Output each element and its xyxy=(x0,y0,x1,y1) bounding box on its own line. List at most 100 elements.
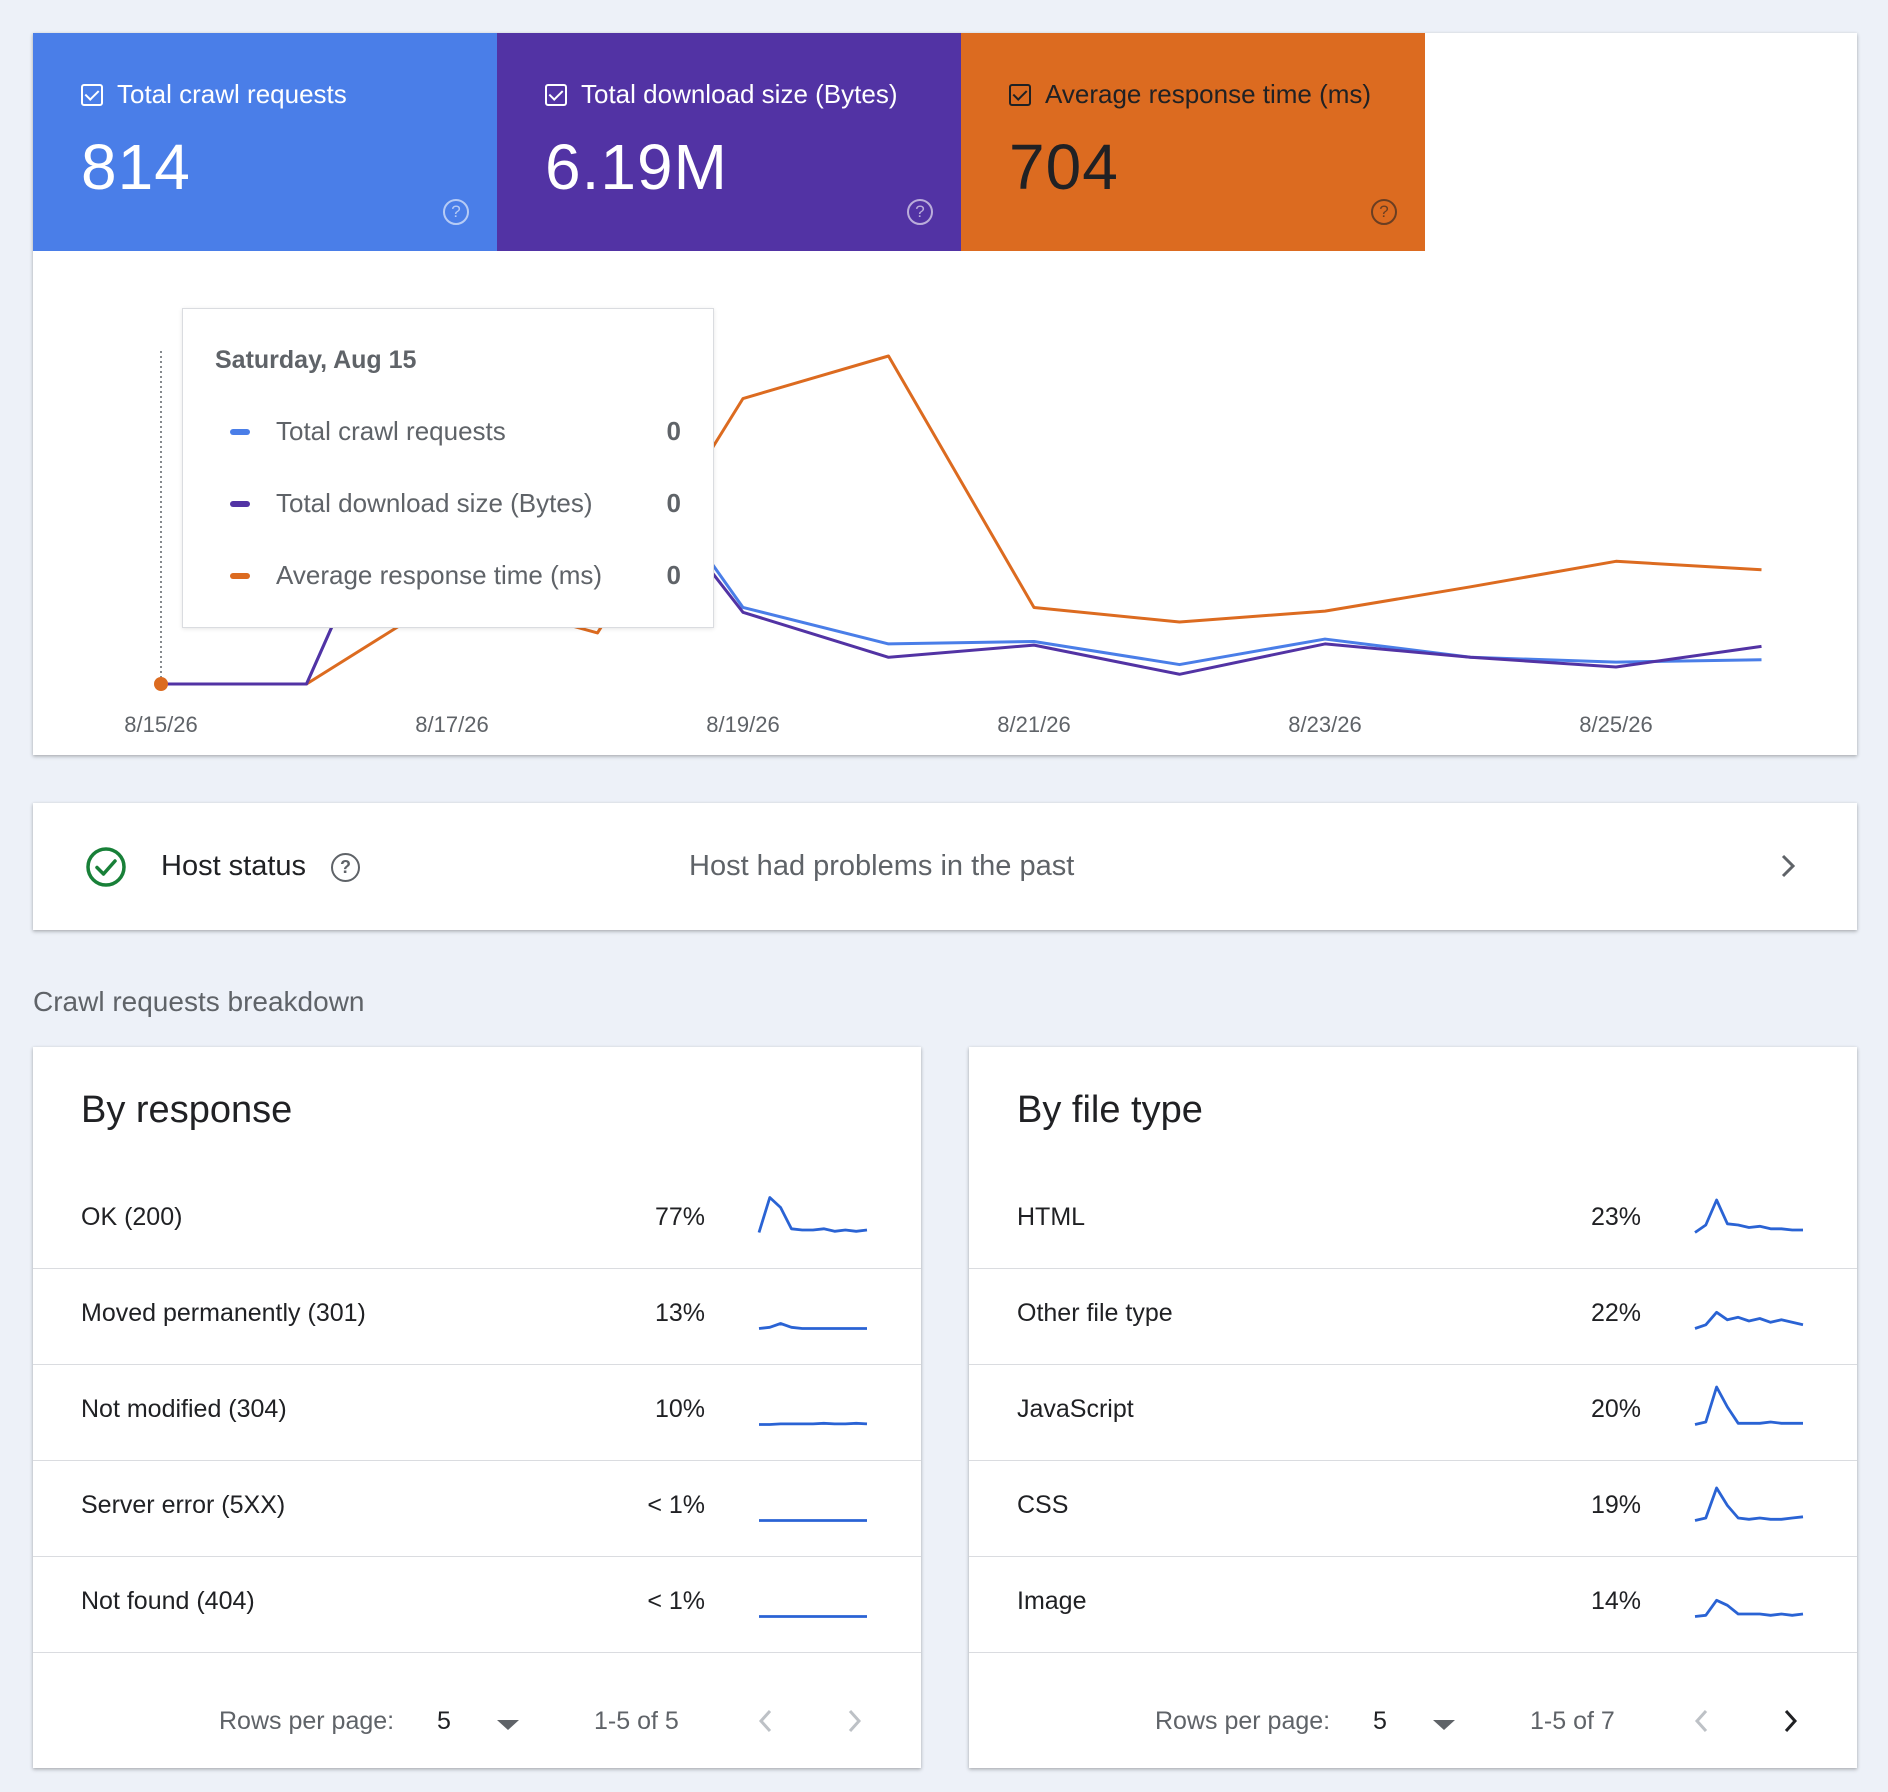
rows-per-page-label: Rows per page: xyxy=(1155,1707,1331,1735)
metric-tile-response-time[interactable]: Average response time (ms) 704 ? xyxy=(961,33,1425,251)
metric-label: Average response time (ms) xyxy=(1045,79,1372,109)
pagination: Rows per page: 5 1-5 of 7 xyxy=(969,1671,1857,1767)
x-tick-label: 8/15/26 xyxy=(124,712,197,737)
sparkline-path xyxy=(1694,1198,1803,1234)
table-row[interactable]: Image 14% xyxy=(969,1557,1857,1653)
chevron-right-icon[interactable] xyxy=(841,1707,867,1735)
dropdown-arrow-icon[interactable] xyxy=(1432,1718,1456,1732)
tooltip-label: Average response time (ms) xyxy=(276,560,603,590)
crawl-stats-card: Total crawl requests 814 ? Total downloa… xyxy=(33,33,1857,755)
pagination: Rows per page: 5 1-5 of 5 xyxy=(33,1671,921,1767)
tooltip-label: Total download size (Bytes) xyxy=(276,488,593,518)
by-file-type-card: By file type HTML 23% Other file type 22… xyxy=(969,1047,1857,1768)
tooltip-row-crawl: Total crawl requests 0 xyxy=(230,416,681,447)
chevron-left-icon[interactable] xyxy=(753,1707,779,1735)
tooltip-label: Total crawl requests xyxy=(276,416,506,446)
row-percent: < 1% xyxy=(647,1587,705,1615)
row-percent: 20% xyxy=(1590,1395,1641,1423)
table-row[interactable]: Other file type 22% xyxy=(969,1269,1857,1365)
by-response-card: By response OK (200) 77% Moved permanent… xyxy=(33,1047,921,1768)
row-percent: 13% xyxy=(654,1299,705,1327)
x-tick-label: 8/23/26 xyxy=(1288,712,1361,737)
checkbox-checked-icon[interactable] xyxy=(81,83,103,106)
row-label: HTML xyxy=(1017,1203,1086,1231)
chart-tooltip: Saturday, Aug 15 Total crawl requests 0 … xyxy=(182,308,714,628)
host-status-label: Host status xyxy=(161,850,307,882)
sparkline-path xyxy=(757,1196,868,1233)
x-tick-label: 8/19/26 xyxy=(706,712,779,737)
row-label: Not modified (304) xyxy=(81,1395,287,1423)
sparkline-path xyxy=(1694,1598,1804,1618)
x-tick-label: 8/25/26 xyxy=(1579,712,1652,737)
selected-point xyxy=(154,677,168,691)
table-row[interactable]: Not modified (304) 10% xyxy=(33,1365,921,1461)
table-row[interactable]: CSS 19% xyxy=(969,1461,1857,1557)
table-row[interactable]: JavaScript 20% xyxy=(969,1365,1857,1461)
row-percent: 14% xyxy=(1590,1587,1641,1615)
x-tick-label: 8/21/26 xyxy=(997,712,1070,737)
dropdown-arrow-icon[interactable] xyxy=(496,1718,520,1732)
tooltip-date: Saturday, Aug 15 xyxy=(215,346,417,374)
metric-tile-crawl-requests[interactable]: Total crawl requests 814 ? xyxy=(33,33,497,251)
check-circle-icon xyxy=(86,847,126,887)
help-icon[interactable]: ? xyxy=(907,199,933,225)
row-label: Moved permanently (301) xyxy=(81,1299,366,1327)
sparkline xyxy=(1694,1310,1804,1330)
sparkline-path xyxy=(759,1421,868,1426)
sparkline-path xyxy=(1694,1310,1804,1330)
checkbox-checked-icon[interactable] xyxy=(545,83,567,106)
card-title: By file type xyxy=(1017,1089,1203,1131)
tooltip-row-time: Average response time (ms) 0 xyxy=(230,560,681,591)
metric-value: 6.19M xyxy=(545,131,728,203)
help-icon[interactable]: ? xyxy=(1371,199,1397,225)
sparkline xyxy=(1694,1198,1803,1234)
row-percent: 10% xyxy=(654,1395,705,1423)
row-label: Other file type xyxy=(1017,1299,1173,1327)
row-label: OK (200) xyxy=(81,1203,183,1231)
help-icon[interactable]: ? xyxy=(443,199,469,225)
table-row[interactable]: Not found (404) < 1% xyxy=(33,1557,921,1653)
tooltip-row-size: Total download size (Bytes) 0 xyxy=(230,488,681,519)
chevron-right-icon[interactable] xyxy=(1777,1707,1803,1735)
help-icon[interactable]: ? xyxy=(331,853,360,882)
checkbox-checked-icon[interactable] xyxy=(1009,83,1031,106)
metric-value: 814 xyxy=(81,131,191,203)
crawl-stats-line-chart[interactable]: 8/15/26 8/17/26 8/19/26 8/21/26 8/23/26 8/25/… xyxy=(33,251,1857,755)
page-range: 1-5 of 5 xyxy=(594,1707,679,1735)
rows-per-page-select[interactable]: 5 xyxy=(1373,1707,1387,1735)
sparkline xyxy=(759,1519,867,1522)
metric-label: Total crawl requests xyxy=(117,79,347,109)
chevron-right-icon[interactable] xyxy=(1773,851,1803,881)
table-row[interactable]: Server error (5XX) < 1% xyxy=(33,1461,921,1557)
metric-value: 704 xyxy=(1009,131,1119,203)
metric-tile-download-size[interactable]: Total download size (Bytes) 6.19M ? xyxy=(497,33,961,251)
row-label: Image xyxy=(1017,1587,1087,1615)
metric-label: Total download size (Bytes) xyxy=(581,79,898,109)
sparkline xyxy=(759,1421,868,1426)
rows-per-page-select[interactable]: 5 xyxy=(437,1707,451,1735)
row-percent: < 1% xyxy=(647,1491,705,1519)
row-percent: 23% xyxy=(1590,1203,1641,1231)
host-status-message: Host had problems in the past xyxy=(689,850,1075,882)
section-title: Crawl requests breakdown xyxy=(33,986,365,1017)
sparkline xyxy=(757,1196,868,1233)
page-range: 1-5 of 7 xyxy=(1530,1707,1615,1735)
table-row[interactable]: Moved permanently (301) 13% xyxy=(33,1269,921,1365)
sparkline-path xyxy=(758,1322,867,1330)
tooltip-value: 0 xyxy=(666,560,681,590)
chevron-left-icon[interactable] xyxy=(1689,1707,1715,1735)
sparkline xyxy=(759,1615,867,1618)
table-row[interactable]: HTML 23% xyxy=(969,1173,1857,1269)
tooltip-value: 0 xyxy=(666,488,681,518)
row-label: Not found (404) xyxy=(81,1587,255,1615)
sparkline-path xyxy=(1694,1385,1803,1426)
legend-swatch xyxy=(230,572,250,579)
sparkline xyxy=(758,1322,867,1330)
table-row[interactable]: OK (200) 77% xyxy=(33,1173,921,1269)
x-tick-label: 8/17/26 xyxy=(415,712,488,737)
sparkline xyxy=(1694,1598,1804,1618)
host-status-row[interactable]: Host status ? Host had problems in the p… xyxy=(33,803,1857,930)
legend-swatch xyxy=(230,428,250,435)
row-percent: 22% xyxy=(1590,1299,1641,1327)
sparkline xyxy=(1694,1385,1803,1426)
